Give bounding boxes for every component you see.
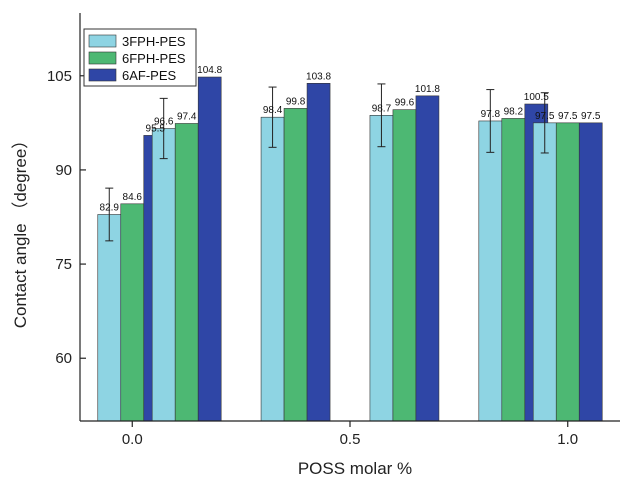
bar-6fph-pes-3: [392, 109, 417, 422]
legend-label-6af: 6AF-PES: [122, 68, 177, 83]
legend: 3FPH-PES 6FPH-PES 6AF-PES: [83, 28, 197, 87]
bar-3fph-pes-4: [478, 120, 503, 422]
data-label-6fph-pes-1: 97.4: [177, 111, 197, 122]
data-label-6fph-pes-2: 99.8: [286, 96, 306, 107]
data-label-3fph-pes-1: 96.6: [154, 116, 174, 127]
x-tick-label-0: 0.0: [122, 431, 143, 448]
legend-swatch-6fph: [88, 51, 117, 65]
data-label-6af-pes-2: 103.8: [306, 71, 331, 82]
x-tick-label-1: 0.5: [340, 431, 361, 448]
x-tick-label-2: 1.0: [557, 431, 578, 448]
bar-6fph-pes-1: [174, 123, 199, 422]
axes: [79, 13, 620, 427]
legend-swatch-6af: [88, 68, 117, 82]
bar-3fph-pes-2: [260, 116, 285, 422]
bar-6fph-pes-5: [555, 122, 580, 422]
bar-3fph-pes-0: [97, 214, 122, 422]
bar-6af-pes-2: [306, 83, 331, 422]
y-tick-label-60: 60: [55, 350, 72, 367]
y-tick-label-90: 90: [55, 162, 72, 179]
data-label-6af-pes-4: 100.5: [524, 92, 549, 103]
y-tick-label-75: 75: [55, 256, 72, 273]
data-label-3fph-pes-2: 98.4: [263, 105, 283, 116]
bar-6fph-pes-2: [283, 108, 308, 422]
data-label-6fph-pes-0: 84.6: [123, 192, 143, 203]
y-tick-label-105: 105: [47, 68, 72, 85]
data-label-3fph-pes-3: 98.7: [372, 103, 392, 114]
data-label-6af-pes-0: 95.5: [146, 123, 166, 134]
bar-6af-pes-1: [197, 76, 222, 422]
data-label-6fph-pes-3: 99.6: [395, 98, 415, 109]
data-label-6fph-pes-4: 98.2: [504, 106, 524, 117]
data-label-6af-pes-3: 101.8: [415, 84, 440, 95]
error-bars: [105, 83, 549, 242]
data-label-6af-pes-1: 104.8: [197, 65, 222, 76]
bar-6af-pes-5: [578, 122, 603, 422]
legend-label-3fph: 3FPH-PES: [122, 34, 186, 49]
data-labels: 82.984.6 95.596.6 97.4 104.8 98.499.8 103.8 98…: [100, 65, 601, 213]
bar-3fph-pes-1: [151, 128, 176, 422]
data-label-3fph-pes-0: 82.9: [100, 202, 120, 213]
legend-swatch-3fph: [88, 34, 117, 48]
bar-3fph-pes-3: [369, 115, 394, 422]
x-axis-title: POSS molar %: [298, 459, 412, 478]
bar-6af-pes-3: [415, 95, 440, 422]
bar-marks: [97, 76, 603, 422]
bar-3fph-pes-5: [532, 122, 557, 422]
data-label-3fph-pes-4: 97.8: [481, 109, 501, 120]
data-label-6fph-pes-5: 97.5: [558, 111, 578, 122]
bar-6fph-pes-4: [501, 118, 526, 422]
bar-6fph-pes-0: [120, 203, 145, 422]
legend-label-6fph: 6FPH-PES: [122, 51, 186, 66]
y-axis-title: Contact angle （degree）: [11, 132, 30, 329]
data-label-6af-pes-5: 97.5: [581, 111, 601, 122]
tick-labels: 60 75 90 105 0.0 0.5 1.0: [47, 68, 578, 448]
data-label-3fph-pes-5: 97.5: [535, 111, 555, 122]
